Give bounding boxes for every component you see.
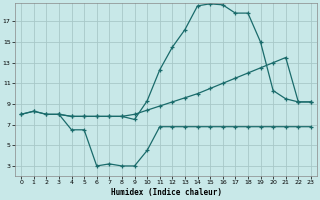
X-axis label: Humidex (Indice chaleur): Humidex (Indice chaleur) [110, 188, 221, 197]
